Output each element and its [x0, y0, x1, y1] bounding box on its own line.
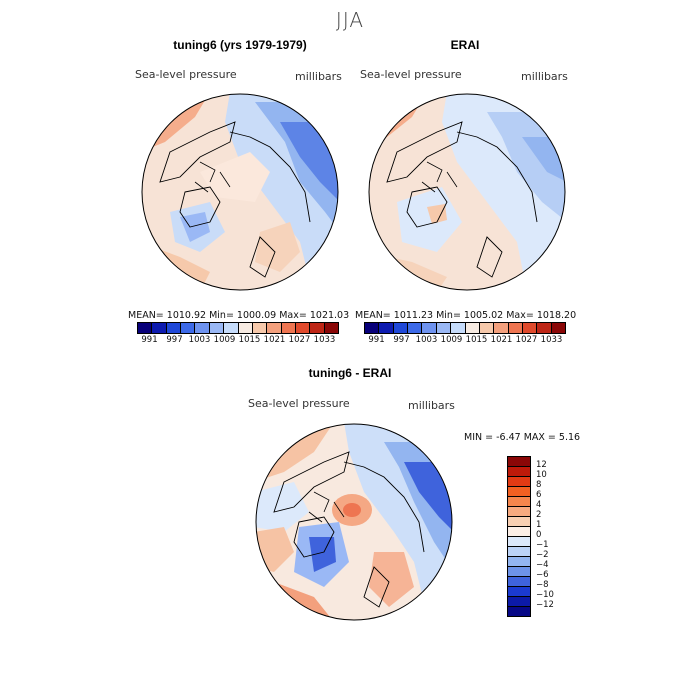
colorbar-swatch — [508, 547, 530, 557]
colorbar-swatch — [267, 323, 282, 333]
colorbar-swatch — [379, 323, 394, 333]
colorbar-swatch — [408, 323, 423, 333]
colorbar-tick-label: 1003 — [415, 335, 438, 345]
colorbar-swatch — [508, 467, 530, 477]
panel3-polar-map — [255, 423, 453, 621]
colorbar-swatch — [494, 323, 509, 333]
colorbar-swatch — [537, 323, 552, 333]
colorbar-tick-label: 1009 — [213, 335, 236, 345]
panel3-colorbar — [507, 456, 531, 617]
panel2-colorbar-ticks: 991 997 1003 1009 1015 1021 1027 1033 — [364, 335, 564, 345]
colorbar-tick-label: −2 — [536, 550, 549, 560]
panel2-polar-map — [368, 93, 566, 291]
colorbar-swatch — [508, 587, 530, 597]
colorbar-swatch — [152, 323, 167, 333]
colorbar-tick-label: 4 — [536, 500, 542, 510]
colorbar-swatch — [522, 323, 538, 333]
panel1-polar-map — [141, 93, 339, 291]
colorbar-swatch — [508, 607, 530, 616]
colorbar-swatch — [436, 323, 452, 333]
colorbar-swatch — [508, 527, 530, 537]
colorbar-tick-label: 1015 — [465, 335, 488, 345]
colorbar-tick-label: 1033 — [540, 335, 563, 345]
colorbar-swatch — [195, 323, 210, 333]
panel1-title: tuning6 (yrs 1979-1979) — [173, 38, 307, 52]
colorbar-swatch — [551, 323, 566, 333]
colorbar-tick-label: 1027 — [515, 335, 538, 345]
colorbar-tick-label: −4 — [536, 560, 549, 570]
colorbar-swatch — [508, 567, 530, 577]
colorbar-swatch — [138, 323, 153, 333]
colorbar-swatch — [310, 323, 325, 333]
colorbar-swatch — [252, 323, 268, 333]
colorbar-tick-label: 6 — [536, 490, 542, 500]
colorbar-swatch — [209, 323, 225, 333]
colorbar-swatch — [508, 457, 530, 467]
colorbar-swatch — [224, 323, 239, 333]
colorbar-tick-label: −10 — [536, 590, 554, 600]
colorbar-swatch — [365, 323, 380, 333]
panel3-stats: MIN = -6.47 MAX = 5.16 — [464, 432, 581, 443]
panel1-units-label: millibars — [295, 70, 342, 83]
colorbar-swatch — [451, 323, 466, 333]
colorbar-swatch — [508, 507, 530, 517]
colorbar-tick-label: 0 — [536, 530, 542, 540]
panel3-title: tuning6 - ERAI — [308, 366, 392, 380]
colorbar-tick-label: 12 — [536, 460, 547, 470]
panel3-variable-label: Sea-level pressure — [248, 397, 350, 410]
colorbar-swatch — [508, 517, 530, 527]
colorbar-tick-label: 1009 — [440, 335, 463, 345]
colorbar-tick-label: 1021 — [263, 335, 286, 345]
colorbar-tick-label: 1027 — [288, 335, 311, 345]
colorbar-swatch — [508, 497, 530, 507]
colorbar-tick-label: 10 — [536, 470, 547, 480]
panel3-units-label: millibars — [408, 399, 455, 412]
colorbar-swatch — [479, 323, 495, 333]
colorbar-swatch — [508, 323, 523, 333]
colorbar-swatch — [295, 323, 311, 333]
colorbar-tick-label: 1015 — [238, 335, 261, 345]
colorbar-tick-label: 991 — [141, 335, 158, 345]
colorbar-tick-label: 8 — [536, 480, 542, 490]
colorbar-swatch — [465, 323, 480, 333]
colorbar-tick-label: 997 — [393, 335, 410, 345]
colorbar-tick-label: 1003 — [188, 335, 211, 345]
panel1-variable-label: Sea-level pressure — [135, 68, 237, 81]
colorbar-tick-label: −1 — [536, 540, 549, 550]
season-title: JJA — [335, 8, 365, 32]
colorbar-tick-label: 1021 — [490, 335, 513, 345]
panel2-colorbar — [364, 322, 566, 334]
colorbar-tick-label: 991 — [368, 335, 385, 345]
colorbar-tick-label: 1 — [536, 520, 542, 530]
colorbar-swatch — [508, 597, 530, 607]
colorbar-swatch — [508, 537, 530, 547]
colorbar-tick-label: 2 — [536, 510, 542, 520]
colorbar-swatch — [508, 487, 530, 497]
panel2-units-label: millibars — [521, 70, 568, 83]
colorbar-tick-label: −6 — [536, 570, 549, 580]
colorbar-tick-label: 1033 — [313, 335, 336, 345]
colorbar-swatch — [238, 323, 253, 333]
panel1-colorbar-ticks: 991 997 1003 1009 1015 1021 1027 1033 — [137, 335, 337, 345]
colorbar-swatch — [508, 557, 530, 567]
colorbar-swatch — [393, 323, 409, 333]
colorbar-swatch — [508, 477, 530, 487]
colorbar-swatch — [324, 323, 339, 333]
colorbar-tick-label: 997 — [166, 335, 183, 345]
panel1-colorbar — [137, 322, 339, 334]
colorbar-swatch — [281, 323, 296, 333]
colorbar-swatch — [422, 323, 437, 333]
panel2-variable-label: Sea-level pressure — [360, 68, 462, 81]
panel1-stats: MEAN= 1010.92 Min= 1000.09 Max= 1021.03 — [128, 310, 350, 321]
colorbar-tick-label: −8 — [536, 580, 549, 590]
colorbar-swatch — [166, 323, 182, 333]
panel2-title: ERAI — [450, 38, 480, 52]
panel2-stats: MEAN= 1011.23 Min= 1005.02 Max= 1018.20 — [355, 310, 577, 321]
colorbar-tick-label: −12 — [536, 600, 554, 610]
colorbar-swatch — [508, 577, 530, 587]
colorbar-swatch — [181, 323, 196, 333]
